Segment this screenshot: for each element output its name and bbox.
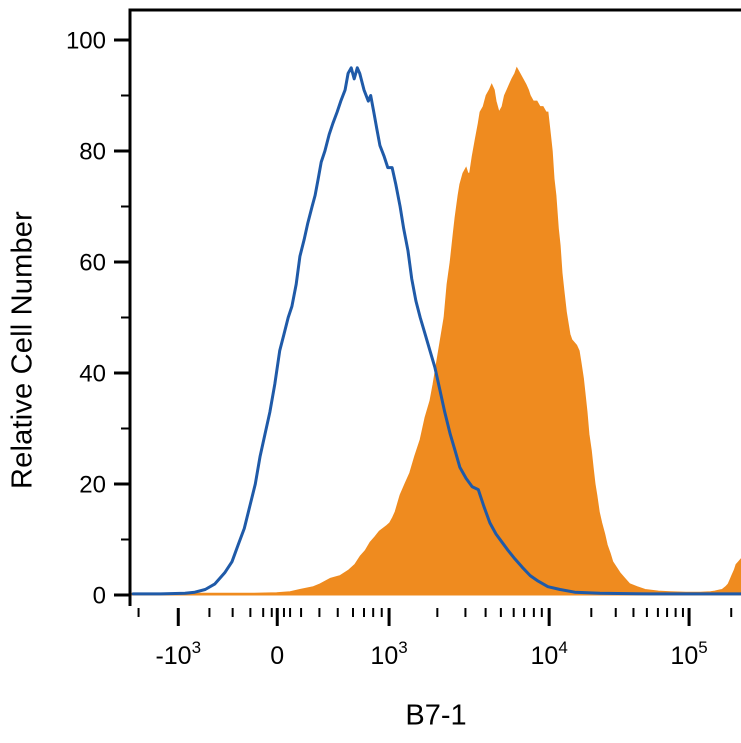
x-tick-label: -103 (155, 638, 201, 670)
x-tick-label: 104 (531, 638, 568, 670)
open-histogram-curve (131, 66, 741, 596)
y-tick-label: 20 (79, 472, 106, 499)
x-tick-label: 103 (370, 638, 407, 670)
x-tick-label: 105 (670, 638, 707, 670)
x-axis-title: B7-1 (405, 699, 467, 732)
y-tick-label: 60 (79, 250, 106, 277)
y-tick-label: 80 (79, 139, 106, 166)
y-axis-title: Relative Cell Number (6, 211, 39, 489)
y-tick-label: 40 (79, 361, 106, 388)
y-tick-label: 0 (93, 583, 106, 610)
y-tick-label: 100 (66, 28, 106, 55)
filled-histogram-area (129, 66, 741, 596)
x-tick-label: 0 (270, 642, 284, 670)
